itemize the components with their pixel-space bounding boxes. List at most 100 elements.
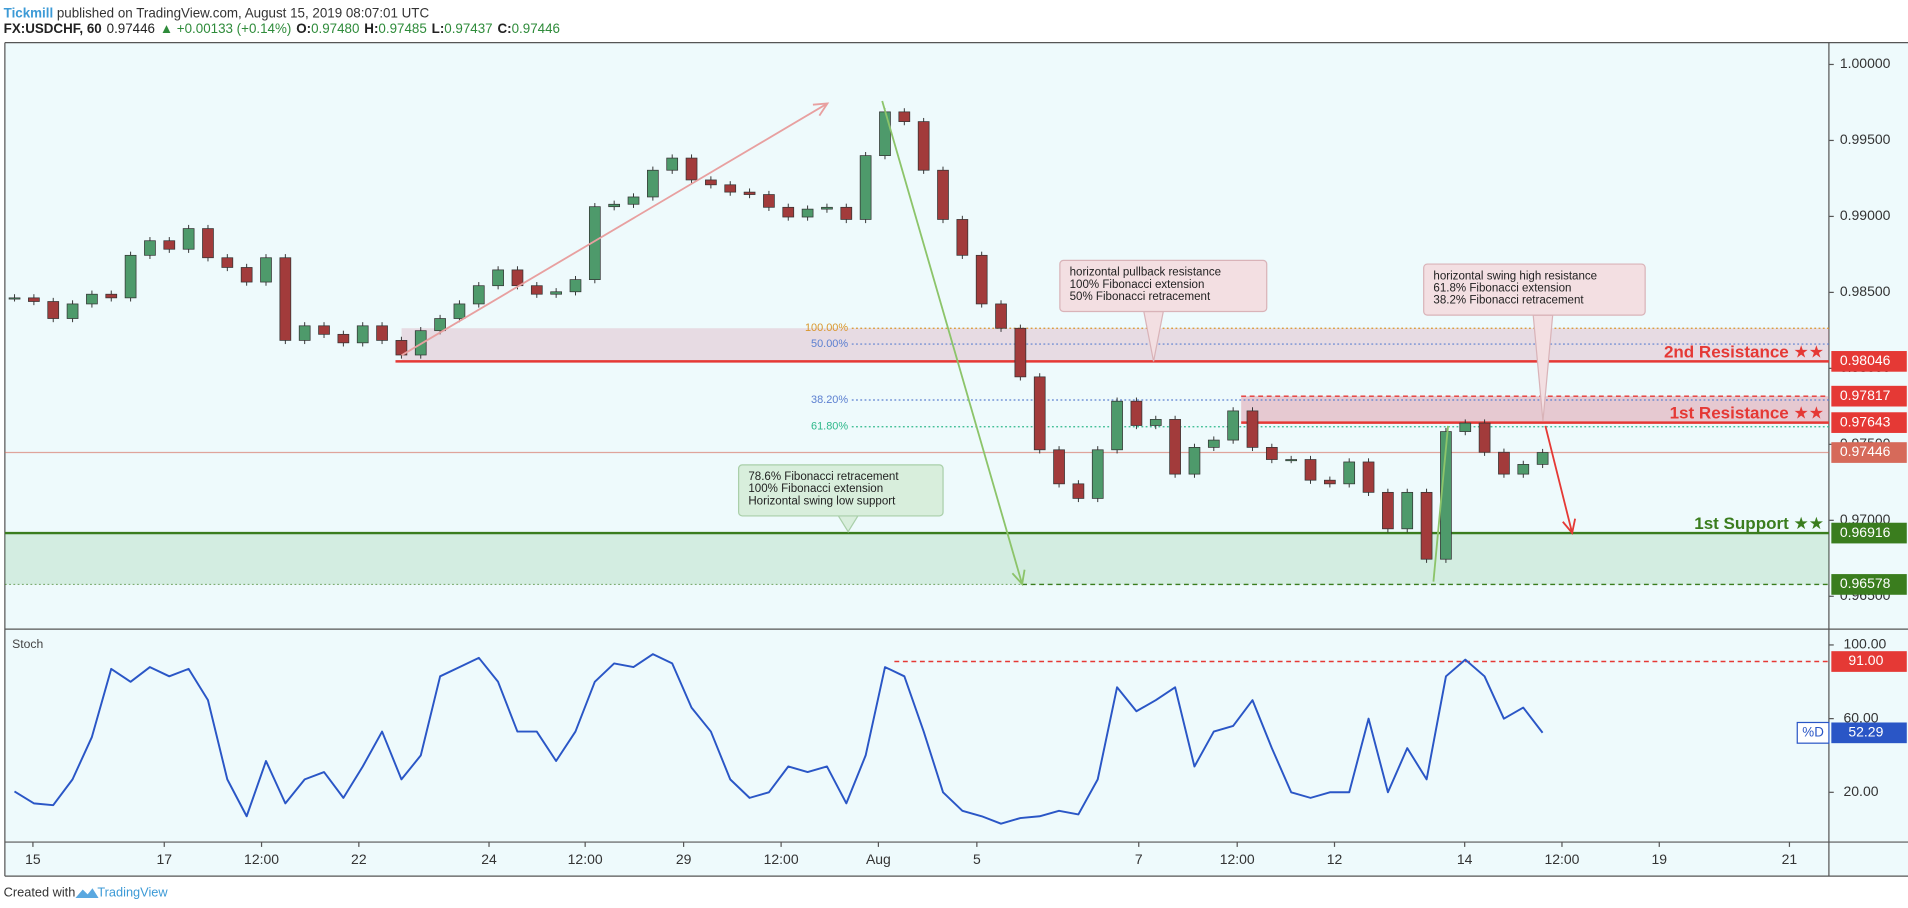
x-tick-label: 17 bbox=[156, 851, 172, 867]
annotation-box bbox=[1423, 263, 1646, 316]
candle-body bbox=[801, 208, 814, 218]
ohlc-label: L: bbox=[432, 21, 445, 36]
candle-body bbox=[492, 269, 504, 287]
fib-label: 38.20% bbox=[811, 394, 848, 406]
x-tick-label: 12:00 bbox=[1544, 851, 1579, 867]
candle-body bbox=[1382, 491, 1394, 530]
candle-body bbox=[1188, 447, 1201, 475]
support-zone bbox=[4, 533, 1829, 585]
candle-body bbox=[666, 157, 679, 171]
candle-body bbox=[859, 155, 872, 220]
time-axis-background bbox=[4, 842, 1829, 877]
candle-body bbox=[1343, 461, 1356, 485]
candle-body bbox=[376, 325, 388, 341]
candle-body bbox=[1324, 479, 1336, 485]
candle-body bbox=[434, 318, 446, 332]
ohlc-label: O: bbox=[296, 21, 311, 36]
level-label: 91.00 bbox=[1848, 652, 1883, 668]
x-tick-label: 12 bbox=[1327, 851, 1343, 867]
candle-body bbox=[1304, 459, 1317, 481]
candle-body bbox=[840, 206, 853, 220]
arrow bbox=[401, 102, 828, 357]
level-name: 1st Resistance ★★ bbox=[1670, 404, 1824, 423]
candle-body bbox=[1091, 449, 1104, 499]
candle-body bbox=[1227, 410, 1239, 441]
y-tick-label: 1.00000 bbox=[1840, 55, 1891, 71]
footer-text: Created with bbox=[4, 885, 76, 900]
arrow bbox=[1544, 425, 1574, 534]
value-label: 52.29 bbox=[1848, 724, 1883, 740]
y-tick-label: 0.98500 bbox=[1840, 283, 1891, 299]
candle-body bbox=[1207, 439, 1220, 448]
x-tick-label: 12:00 bbox=[1220, 851, 1255, 867]
candle-body bbox=[1362, 461, 1375, 493]
annotation-text: 100% Fibonacci extension bbox=[1070, 279, 1205, 291]
x-tick-label: 12:00 bbox=[244, 851, 279, 867]
candle-body bbox=[763, 194, 775, 208]
ohlc-value: 0.97437 bbox=[444, 21, 492, 36]
candle-body bbox=[1459, 422, 1472, 432]
candle-body bbox=[240, 267, 253, 283]
candle-body bbox=[782, 206, 795, 218]
candle-body bbox=[1033, 376, 1046, 451]
candle-body bbox=[724, 184, 737, 193]
candle-body bbox=[86, 293, 98, 305]
ohlc-value: 0.97480 bbox=[311, 21, 359, 36]
candle-body bbox=[453, 303, 466, 319]
candle-body bbox=[260, 257, 272, 283]
candle-body bbox=[337, 333, 350, 344]
level-name: 1st Support ★★ bbox=[1694, 514, 1824, 533]
y-tick-label: 0.99500 bbox=[1840, 131, 1891, 147]
annotation-text: 61.8% Fibonacci extension bbox=[1433, 282, 1571, 294]
candle-body bbox=[1169, 419, 1181, 475]
resistance-zone bbox=[401, 328, 1829, 362]
candle-body bbox=[743, 191, 756, 195]
price-label: 0.96916 bbox=[1840, 524, 1891, 540]
x-tick-label: 12:00 bbox=[764, 851, 799, 867]
level-label-bg bbox=[1831, 651, 1907, 672]
candle-body bbox=[975, 254, 988, 305]
price-label-bg bbox=[1831, 442, 1907, 463]
candle-body bbox=[879, 111, 891, 157]
candle-body bbox=[1130, 400, 1143, 426]
x-tick-label: 29 bbox=[676, 851, 692, 867]
candle-body bbox=[1420, 491, 1433, 560]
fib-label: 100.00% bbox=[805, 322, 848, 334]
stoch-title: Stoch bbox=[12, 637, 43, 651]
annotation-text: horizontal swing high resistance bbox=[1433, 270, 1597, 282]
candle-body bbox=[298, 325, 311, 341]
candle-body bbox=[1401, 491, 1414, 530]
candle-body bbox=[1265, 447, 1278, 460]
fib-label: 50.00% bbox=[811, 338, 848, 350]
candle-body bbox=[47, 301, 60, 319]
annotation-box bbox=[1059, 259, 1268, 313]
x-tick-label: 21 bbox=[1782, 851, 1798, 867]
candle-body bbox=[1246, 410, 1259, 448]
candle-body bbox=[705, 179, 717, 186]
stoch-line bbox=[13, 653, 1544, 825]
annotation-text: 100% Fibonacci extension bbox=[748, 483, 883, 495]
candle-body bbox=[608, 203, 621, 208]
published: published on TradingView.com, August 15,… bbox=[57, 5, 430, 20]
footer-brand: TradingView bbox=[97, 885, 168, 900]
candle-body bbox=[1014, 327, 1027, 378]
header-line-1: Tickmill published on TradingView.com, Au… bbox=[4, 5, 430, 20]
candle-body bbox=[1072, 483, 1085, 499]
ohlc-value: 0.97485 bbox=[378, 21, 426, 36]
candle-body bbox=[588, 206, 601, 280]
price-label: 0.97643 bbox=[1840, 413, 1891, 429]
x-tick-label: 7 bbox=[1135, 851, 1143, 867]
candle-body bbox=[356, 325, 369, 344]
annotation-text: Horizontal swing low support bbox=[748, 495, 896, 507]
x-tick-label: 12:00 bbox=[568, 851, 603, 867]
author: Tickmill bbox=[4, 5, 54, 20]
candle-body bbox=[472, 285, 485, 305]
price-label-bg bbox=[1831, 522, 1907, 544]
x-tick-label: 19 bbox=[1651, 851, 1667, 867]
candle-body bbox=[530, 285, 543, 295]
price-label: 0.96578 bbox=[1840, 575, 1891, 591]
candle-body bbox=[144, 240, 156, 256]
candle-body bbox=[821, 206, 833, 210]
y-tick-label: 0.99000 bbox=[1840, 207, 1891, 223]
fib-label: 61.80% bbox=[811, 421, 848, 433]
